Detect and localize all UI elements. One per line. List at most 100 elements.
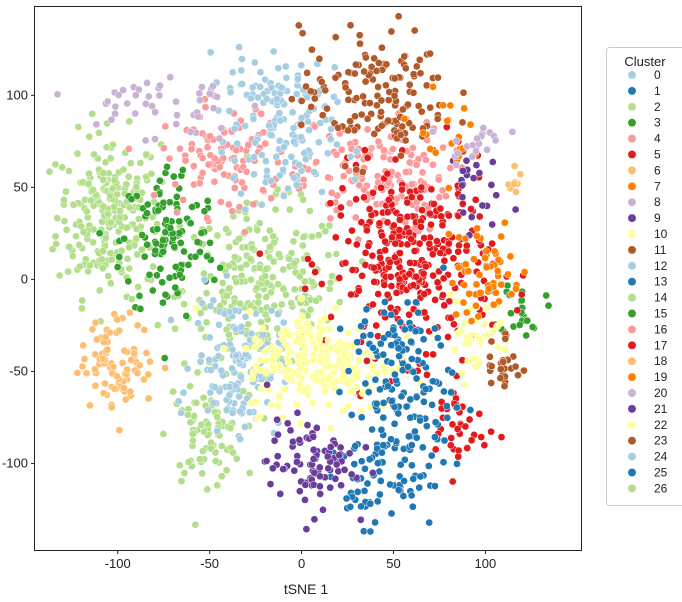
scatter-point xyxy=(109,362,118,371)
scatter-point xyxy=(198,154,207,162)
scatter-point xyxy=(323,149,332,158)
scatter-point xyxy=(281,158,290,167)
scatter-point xyxy=(267,288,275,297)
scatter-point xyxy=(195,455,204,464)
scatter-point xyxy=(359,332,368,340)
scatter-point xyxy=(307,331,315,340)
legend-label: 13 xyxy=(654,275,668,289)
scatter-point xyxy=(376,490,384,499)
scatter-point xyxy=(383,208,392,217)
scatter-point xyxy=(331,33,340,42)
scatter-point xyxy=(122,180,131,189)
scatter-point xyxy=(309,356,317,364)
scatter-point xyxy=(241,423,249,431)
scatter-point xyxy=(268,464,277,473)
scatter-point xyxy=(442,192,450,201)
scatter-point xyxy=(344,237,353,246)
scatter-point xyxy=(170,242,179,251)
scatter-point xyxy=(277,83,286,92)
scatter-point xyxy=(387,282,396,290)
scatter-point xyxy=(423,370,431,379)
scatter-point xyxy=(58,163,67,172)
scatter-point xyxy=(430,200,438,208)
scatter-point xyxy=(217,198,225,206)
scatter-point xyxy=(516,170,525,179)
scatter-point xyxy=(114,91,123,99)
scatter-point xyxy=(132,234,141,243)
scatter-point xyxy=(458,118,467,127)
scatter-point xyxy=(445,239,453,248)
scatter-point xyxy=(309,455,318,463)
scatter-point xyxy=(436,249,445,257)
scatter-point xyxy=(362,305,371,314)
scatter-point xyxy=(396,318,405,327)
scatter-point xyxy=(140,326,149,334)
scatter-point xyxy=(324,173,332,182)
scatter-point xyxy=(422,422,431,430)
scatter-point xyxy=(337,145,346,154)
scatter-point xyxy=(274,250,283,258)
scatter-point xyxy=(294,21,303,30)
scatter-point xyxy=(375,219,384,228)
scatter-point xyxy=(453,460,461,468)
scatter-point xyxy=(179,195,188,204)
scatter-point xyxy=(360,487,369,495)
scatter-point xyxy=(273,185,282,194)
scatter-point xyxy=(520,268,529,276)
scatter-point xyxy=(404,362,412,371)
scatter-point xyxy=(276,490,285,498)
scatter-point xyxy=(446,441,455,450)
scatter-point xyxy=(186,418,195,427)
scatter-point xyxy=(275,392,283,401)
scatter-point xyxy=(159,430,168,438)
scatter-point xyxy=(431,482,439,490)
scatter-points xyxy=(45,12,553,536)
legend-label: 12 xyxy=(654,259,668,273)
scatter-point xyxy=(173,192,181,201)
scatter-point xyxy=(355,181,364,190)
x-axis: -100 -50 0 50 100 xyxy=(105,550,496,571)
scatter-point xyxy=(101,379,109,388)
scatter-point xyxy=(344,95,353,104)
scatter-point xyxy=(255,249,264,258)
scatter-point xyxy=(419,335,428,344)
scatter-point xyxy=(237,189,245,198)
scatter-point xyxy=(418,443,427,452)
scatter-point xyxy=(489,300,498,309)
scatter-point xyxy=(222,271,231,280)
scatter-point xyxy=(149,262,157,271)
scatter-point xyxy=(483,303,491,312)
scatter-point xyxy=(161,364,169,372)
scatter-point xyxy=(288,108,297,117)
scatter-point xyxy=(414,347,423,356)
scatter-point xyxy=(225,330,233,339)
scatter-point xyxy=(238,80,246,88)
scatter-point xyxy=(257,384,266,393)
scatter-point xyxy=(167,316,175,324)
scatter-point xyxy=(281,385,289,394)
scatter-point xyxy=(126,308,134,317)
legend-title: Cluster xyxy=(624,54,666,69)
y-axis: -100 -50 0 50 100 xyxy=(2,87,35,470)
scatter-point xyxy=(429,271,437,280)
scatter-point xyxy=(302,525,311,533)
scatter-point xyxy=(357,218,366,227)
scatter-point xyxy=(104,210,113,219)
scatter-point xyxy=(258,151,266,159)
scatter-point xyxy=(289,237,298,246)
scatter-point xyxy=(475,359,483,368)
scatter-point xyxy=(318,367,326,376)
scatter-point xyxy=(203,197,212,205)
scatter-point xyxy=(383,218,392,227)
scatter-point xyxy=(85,169,93,178)
scatter-point xyxy=(285,254,293,263)
scatter-point xyxy=(439,274,448,283)
scatter-point xyxy=(417,223,425,231)
scatter-point xyxy=(217,472,226,481)
scatter-point xyxy=(416,69,425,78)
legend-label: 18 xyxy=(654,354,668,368)
scatter-point xyxy=(312,158,321,166)
scatter-point xyxy=(418,168,427,177)
scatter-point xyxy=(235,234,244,243)
scatter-point xyxy=(351,112,359,121)
